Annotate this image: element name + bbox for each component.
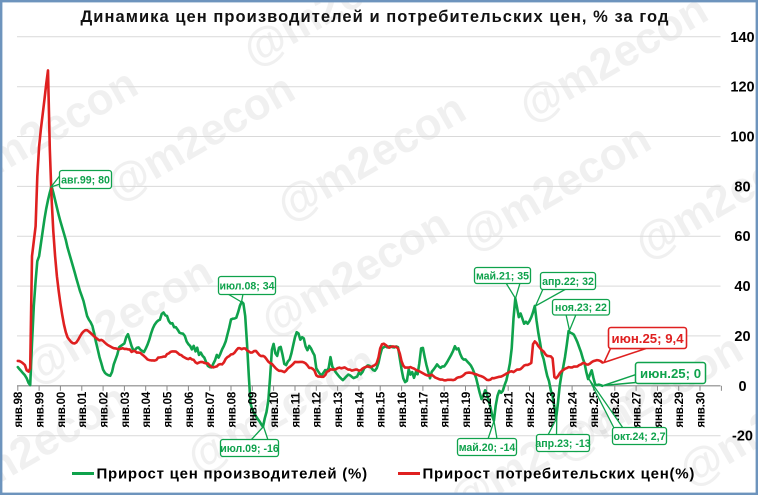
svg-text:апр.22; 32: апр.22; 32 — [542, 276, 594, 288]
svg-text:120: 120 — [730, 80, 754, 96]
svg-text:-20: -20 — [732, 429, 753, 445]
svg-text:янв.23: янв.23 — [546, 392, 558, 428]
svg-text:янв.12: янв.12 — [312, 392, 324, 428]
svg-text:янв.21: янв.21 — [504, 391, 516, 427]
svg-text:20: 20 — [734, 329, 750, 345]
svg-text:60: 60 — [734, 229, 750, 245]
svg-text:янв.04: янв.04 — [141, 391, 153, 427]
svg-text:янв.27: янв.27 — [632, 392, 644, 428]
svg-text:янв.11: янв.11 — [290, 392, 302, 428]
svg-text:80: 80 — [734, 179, 750, 195]
svg-text:янв.02: янв.02 — [99, 392, 111, 428]
svg-text:янв.13: янв.13 — [333, 392, 345, 428]
svg-text:янв.22: янв.22 — [525, 392, 537, 428]
svg-text:Прирост цен производителей (%): Прирост цен производителей (%) — [97, 466, 368, 483]
svg-text:янв.29: янв.29 — [674, 392, 686, 428]
svg-text:июл.09; -16: июл.09; -16 — [220, 443, 279, 455]
svg-text:янв.30: янв.30 — [695, 392, 707, 428]
svg-text:40: 40 — [734, 279, 750, 295]
svg-text:май.20; -14: май.20; -14 — [459, 442, 516, 454]
svg-text:янв.14: янв.14 — [354, 391, 366, 427]
svg-text:янв.17: янв.17 — [418, 392, 430, 428]
svg-text:май.21; 35: май.21; 35 — [476, 270, 529, 282]
svg-text:100: 100 — [730, 130, 754, 146]
svg-text:янв.98: янв.98 — [13, 391, 25, 427]
svg-text:янв.20: янв.20 — [482, 392, 494, 428]
svg-text:янв.19: янв.19 — [461, 392, 473, 428]
svg-text:апр.23; -13: апр.23; -13 — [535, 438, 590, 450]
svg-text:ноя.23; 22: ноя.23; 22 — [555, 302, 607, 314]
svg-text:янв.15: янв.15 — [376, 391, 388, 427]
svg-text:янв.03: янв.03 — [120, 392, 132, 428]
svg-text:июл.08; 34: июл.08; 34 — [219, 280, 274, 292]
svg-text:янв.05: янв.05 — [162, 391, 174, 427]
svg-text:янв.06: янв.06 — [184, 392, 196, 428]
svg-text:янв.18: янв.18 — [440, 391, 452, 427]
svg-text:0: 0 — [738, 379, 746, 395]
svg-text:окт.24; 2,7: окт.24; 2,7 — [614, 431, 666, 443]
svg-text:янв.00: янв.00 — [56, 392, 68, 428]
svg-text:янв.01: янв.01 — [77, 391, 89, 427]
svg-text:янв.16: янв.16 — [397, 392, 409, 428]
svg-text:янв.07: янв.07 — [205, 392, 217, 428]
svg-text:янв.99: янв.99 — [35, 392, 47, 428]
svg-text:Прирост потребительских цен(%): Прирост потребительских цен(%) — [423, 466, 696, 483]
svg-text:янв.28: янв.28 — [653, 391, 665, 427]
svg-text:авг.99; 80: авг.99; 80 — [61, 174, 110, 186]
svg-text:янв.09: янв.09 — [248, 392, 260, 428]
svg-text:янв.24: янв.24 — [568, 391, 580, 427]
svg-text:июн.25; 9,4: июн.25; 9,4 — [611, 331, 684, 346]
svg-text:Динамика цен производителей и: Динамика цен производителей и потребител… — [80, 8, 669, 26]
svg-text:июн.25; 0: июн.25; 0 — [640, 366, 701, 381]
svg-text:янв.10: янв.10 — [269, 392, 281, 428]
svg-text:140: 140 — [730, 30, 754, 46]
svg-text:янв.08: янв.08 — [226, 391, 238, 427]
svg-text:янв.25: янв.25 — [589, 391, 601, 427]
